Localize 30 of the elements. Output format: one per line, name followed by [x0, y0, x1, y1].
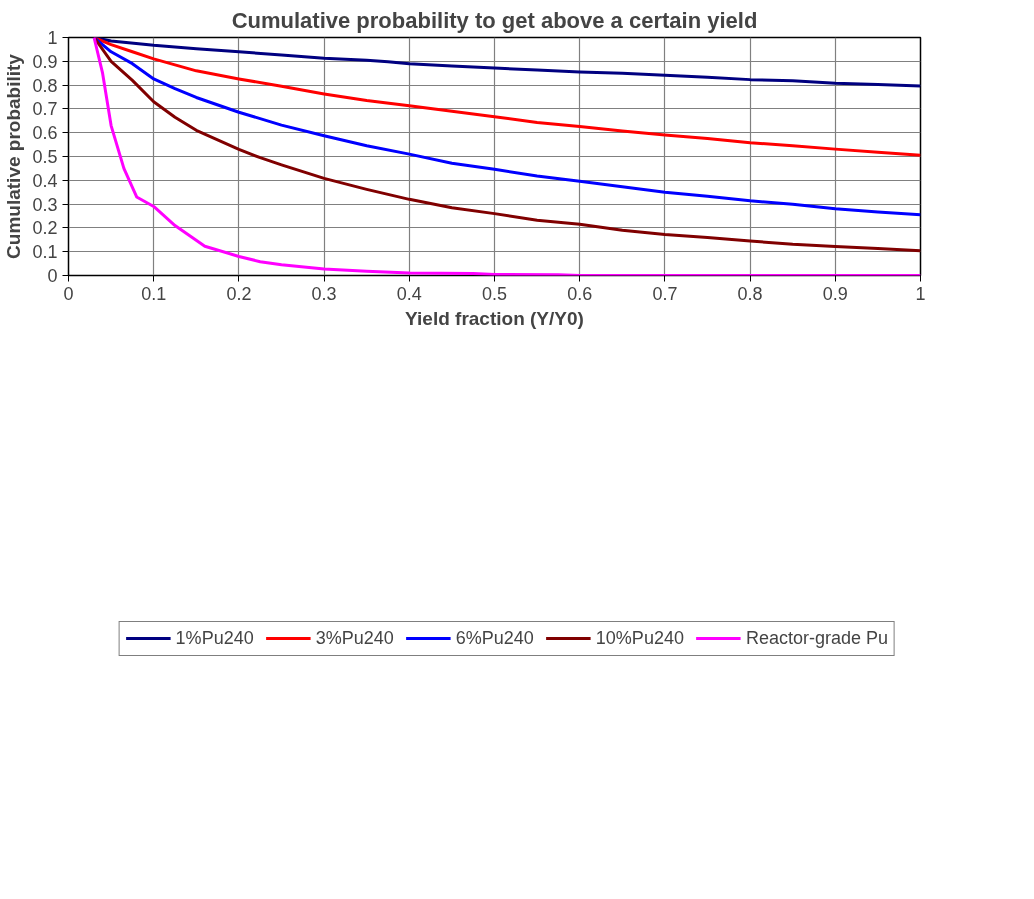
legend-label: 3%Pu240: [315, 627, 394, 649]
y-axis-title: Cumulative probability: [3, 53, 25, 259]
x-tick-label: 0.1: [141, 283, 167, 304]
y-tick-label: 1: [47, 28, 58, 48]
x-tick-label: 0.5: [481, 283, 508, 304]
legend-label: 10%Pu240: [595, 627, 684, 649]
x-axis-title: Yield fraction (Y/Y0): [405, 307, 584, 329]
legend-label: 1%Pu240: [175, 627, 254, 649]
x-tick-label: 0.3: [311, 283, 337, 304]
x-tick-label: 0.2: [226, 283, 252, 304]
x-tick-label: 0.8: [737, 283, 763, 304]
y-tick-label: 0.8: [32, 75, 58, 96]
x-tick-label: 0.4: [396, 283, 422, 304]
y-tick-label: 0.6: [32, 123, 58, 144]
x-tick-label: 0.9: [822, 283, 848, 304]
y-tick-label: 0: [47, 266, 58, 286]
x-tick-label: 1: [915, 283, 926, 304]
y-tick-label: 0.7: [32, 99, 58, 120]
y-tick-label: 0.9: [32, 51, 58, 72]
x-tick-label: 0.7: [652, 283, 678, 304]
y-tick-label: 0.2: [32, 218, 58, 239]
y-tick-label: 0.4: [32, 170, 58, 191]
x-tick-label: 0.6: [567, 283, 593, 304]
x-tick-label: 0: [63, 283, 74, 304]
y-tick-label: 0.1: [32, 242, 58, 263]
legend-label: Reactor-grade Pu: [745, 627, 888, 649]
chart-title: Cumulative probability to get above a certain yield: [231, 7, 758, 33]
legend-label: 6%Pu240: [455, 627, 534, 649]
y-tick-label: 0.5: [32, 147, 58, 167]
y-tick-label: 0.3: [32, 194, 58, 215]
